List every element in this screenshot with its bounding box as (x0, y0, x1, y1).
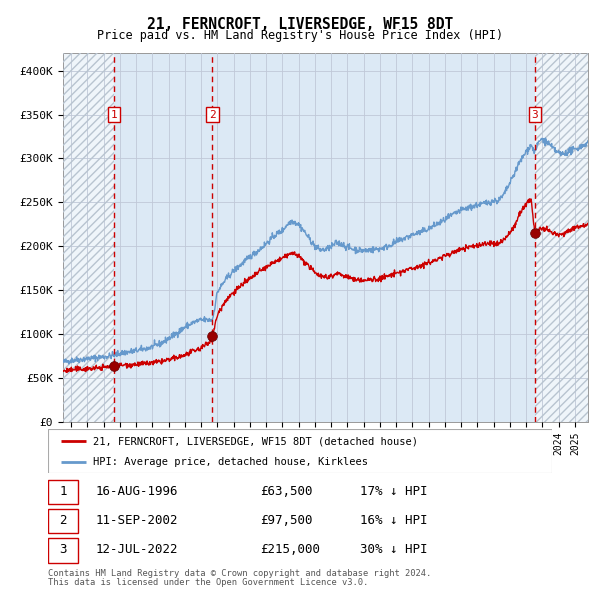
Bar (63, 53, 114, 422)
Bar (535, 53, 588, 422)
Text: 16-AUG-1996: 16-AUG-1996 (96, 485, 178, 498)
FancyBboxPatch shape (48, 509, 78, 533)
Text: 21, FERNCROFT, LIVERSEDGE, WF15 8DT (detached house): 21, FERNCROFT, LIVERSEDGE, WF15 8DT (det… (94, 437, 418, 446)
Text: 2: 2 (59, 514, 67, 527)
Text: HPI: Average price, detached house, Kirklees: HPI: Average price, detached house, Kirk… (94, 457, 368, 467)
FancyBboxPatch shape (48, 480, 78, 504)
Text: 1: 1 (110, 110, 117, 120)
Text: £215,000: £215,000 (260, 543, 320, 556)
Bar (535, 53, 588, 422)
Text: Price paid vs. HM Land Registry's House Price Index (HPI): Price paid vs. HM Land Registry's House … (97, 29, 503, 42)
Text: This data is licensed under the Open Government Licence v3.0.: This data is licensed under the Open Gov… (48, 578, 368, 588)
Bar (114, 53, 535, 422)
Text: 2: 2 (209, 110, 216, 120)
Bar (63, 53, 114, 422)
Text: Contains HM Land Registry data © Crown copyright and database right 2024.: Contains HM Land Registry data © Crown c… (48, 569, 431, 578)
FancyBboxPatch shape (48, 429, 552, 473)
FancyBboxPatch shape (48, 538, 78, 563)
Text: £63,500: £63,500 (260, 485, 312, 498)
Text: 21, FERNCROFT, LIVERSEDGE, WF15 8DT: 21, FERNCROFT, LIVERSEDGE, WF15 8DT (147, 17, 453, 32)
Text: 30% ↓ HPI: 30% ↓ HPI (361, 543, 428, 556)
Text: 12-JUL-2022: 12-JUL-2022 (96, 543, 178, 556)
Text: 17% ↓ HPI: 17% ↓ HPI (361, 485, 428, 498)
Text: 3: 3 (59, 543, 67, 556)
Text: 3: 3 (532, 110, 538, 120)
Text: 1: 1 (59, 485, 67, 498)
Text: 11-SEP-2002: 11-SEP-2002 (96, 514, 178, 527)
Text: £97,500: £97,500 (260, 514, 312, 527)
Text: 16% ↓ HPI: 16% ↓ HPI (361, 514, 428, 527)
